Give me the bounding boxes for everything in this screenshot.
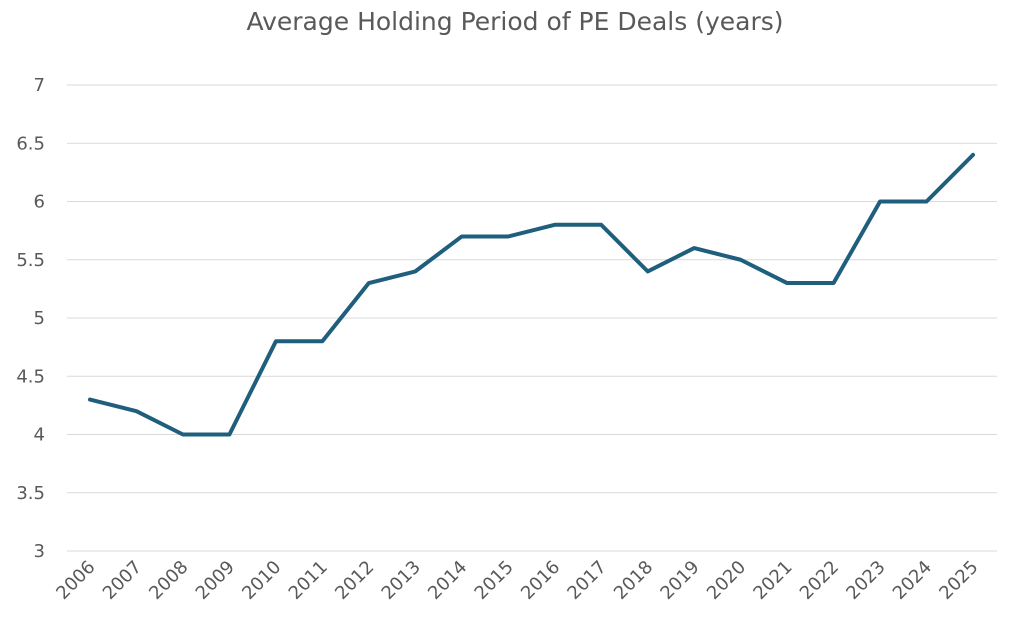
y-tick-label: 5 xyxy=(34,308,45,329)
x-tick-label: 2006 xyxy=(52,557,99,604)
x-tick-label: 2023 xyxy=(842,557,889,604)
x-tick-label: 2019 xyxy=(656,557,703,604)
x-tick-label: 2024 xyxy=(889,557,936,604)
y-tick-label: 3 xyxy=(34,541,45,562)
x-axis: 2006 2007 2008 2009 2010 2011 2012 2013 2014 2015… xyxy=(52,557,982,604)
x-tick-label: 2025 xyxy=(935,557,982,604)
x-tick-label: 2007 xyxy=(99,557,146,604)
x-tick-label: 2010 xyxy=(238,557,285,604)
chart-title: Average Holding Period of PE Deals (year… xyxy=(246,7,783,36)
x-tick-label: 2017 xyxy=(564,557,611,604)
x-tick-label: 2016 xyxy=(517,557,564,604)
x-tick-label: 2012 xyxy=(331,557,378,604)
series-line xyxy=(88,152,975,437)
y-tick-label: 3.5 xyxy=(16,483,45,504)
x-tick-label: 2021 xyxy=(749,557,796,604)
x-tick-label: 2008 xyxy=(145,557,192,604)
x-tick-label: 2014 xyxy=(424,557,471,604)
x-tick-label: 2020 xyxy=(703,557,750,604)
x-tick-label: 2009 xyxy=(192,557,239,604)
x-tick-label: 2022 xyxy=(796,557,843,604)
y-tick-label: 6.5 xyxy=(16,133,45,154)
x-tick-label: 2011 xyxy=(285,557,332,604)
x-tick-label: 2013 xyxy=(378,557,425,604)
gridlines xyxy=(67,84,997,552)
y-axis: 3 3.5 4 4.5 5 5.5 6 6.5 7 xyxy=(16,75,45,562)
x-tick-label: 2015 xyxy=(471,557,518,604)
y-tick-label: 4 xyxy=(34,425,45,446)
y-tick-label: 6 xyxy=(34,192,45,213)
series xyxy=(88,152,975,437)
y-tick-label: 5.5 xyxy=(16,250,45,271)
y-tick-label: 4.5 xyxy=(16,366,45,387)
y-tick-label: 7 xyxy=(34,75,45,96)
x-tick-label: 2018 xyxy=(610,557,657,604)
